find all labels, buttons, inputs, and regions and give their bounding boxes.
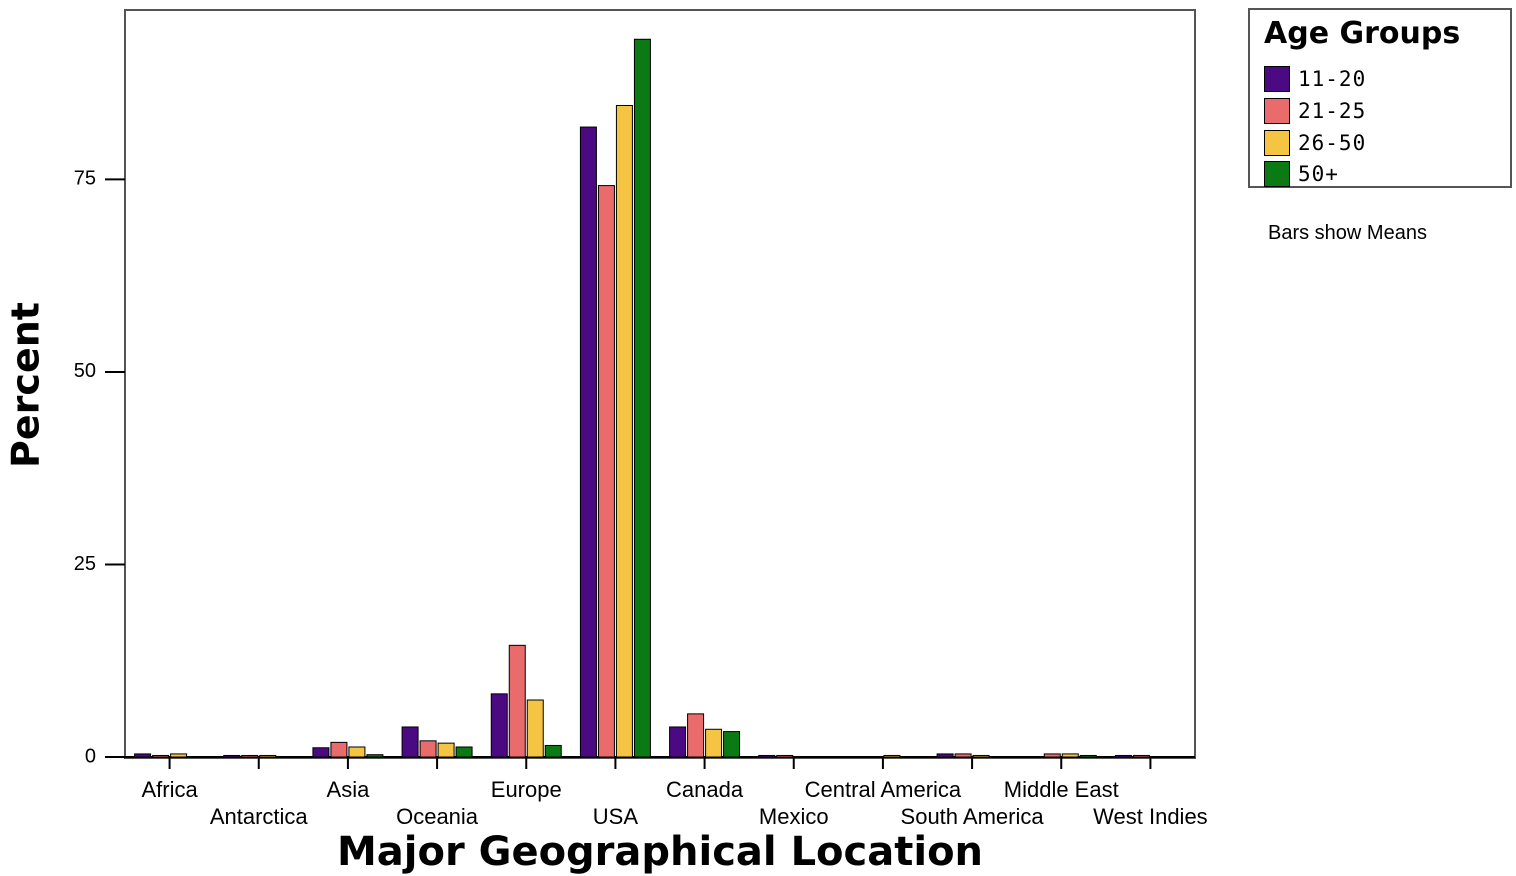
bar-usa-11-20 — [579, 126, 597, 758]
bar-antarctica-21-25 — [241, 754, 259, 758]
bar-africa-21-25 — [152, 754, 170, 758]
legend-item-26-50: 26-50 — [1264, 129, 1366, 157]
bar-usa-26-50 — [615, 104, 633, 758]
bar-canada-21-25 — [687, 713, 705, 758]
legend-label: 26-50 — [1298, 131, 1367, 155]
y-axis-title: Percent — [8, 302, 48, 468]
bar-usa-21-25 — [597, 185, 615, 758]
bar-south-america-21-25 — [954, 753, 972, 758]
bar-central-america-26-50 — [883, 754, 901, 758]
bar-canada-11-20 — [669, 726, 687, 758]
bar-west-indies-11-20 — [1114, 754, 1132, 758]
bar-south-america-11-20 — [936, 753, 954, 758]
bar-asia-21-25 — [330, 741, 348, 758]
y-tick-label: 25 — [74, 553, 96, 575]
bar-africa-11-20 — [134, 753, 152, 758]
legend-title: Age Groups — [1264, 16, 1461, 51]
bar-mexico-21-25 — [776, 754, 794, 758]
legend-item-11-20: 11-20 — [1264, 65, 1366, 93]
bar-antarctica-11-20 — [223, 754, 241, 758]
bar-europe-50-plus — [544, 744, 562, 758]
bar-asia-26-50 — [348, 746, 366, 758]
y-tick-label: 0 — [85, 745, 96, 767]
x-tick-label: Antarctica — [210, 804, 309, 829]
x-tick-label: Asia — [327, 777, 371, 802]
legend-label: 21-25 — [1298, 99, 1367, 123]
plot-frame — [124, 9, 1196, 759]
legend-swatch — [1264, 130, 1290, 156]
x-tick-label: USA — [593, 804, 639, 829]
y-axis: 0 25 50 75 — [74, 168, 125, 767]
legend-swatch — [1264, 98, 1290, 124]
bar-europe-21-25 — [508, 644, 526, 758]
x-tick-label: Canada — [666, 777, 744, 802]
bar-asia-11-20 — [312, 747, 330, 758]
bar-oceania-11-20 — [401, 726, 419, 758]
legend-swatch — [1264, 66, 1290, 92]
x-tick-label: West Indies — [1093, 804, 1208, 829]
y-tick-label: 50 — [74, 360, 96, 382]
bar-oceania-50-plus — [455, 746, 473, 758]
bar-europe-11-20 — [490, 693, 508, 758]
legend-item-50-plus: 50+ — [1264, 160, 1339, 188]
bar-usa-50-plus — [633, 38, 651, 758]
x-tick-label: Africa — [141, 777, 198, 802]
legend: Age Groups 11-20 21-25 26-50 50+ — [1248, 8, 1512, 188]
bar-asia-50-plus — [366, 754, 384, 758]
y-tick-label: 75 — [74, 168, 96, 190]
bar-oceania-21-25 — [419, 740, 437, 758]
y-axis-title-text: Percent — [8, 302, 48, 468]
bar-south-america-26-50 — [972, 754, 990, 758]
legend-swatch — [1264, 161, 1290, 187]
legend-label: 11-20 — [1298, 67, 1367, 91]
legend-label: 50+ — [1298, 162, 1339, 186]
bar-europe-26-50 — [526, 699, 544, 758]
x-axis-title: Major Geographical Location — [336, 829, 984, 875]
chart-note: Bars show Means — [1268, 222, 1427, 244]
bar-west-indies-21-25 — [1132, 754, 1150, 758]
bar-middle-east-50-plus — [1079, 754, 1097, 758]
x-tick-label: Europe — [491, 777, 562, 802]
x-tick-label: Middle East — [1004, 777, 1119, 802]
bar-middle-east-21-25 — [1043, 753, 1061, 758]
bar-oceania-26-50 — [437, 742, 455, 758]
bar-africa-26-50 — [170, 753, 188, 758]
x-tick-label: Mexico — [759, 804, 829, 829]
bar-mexico-11-20 — [758, 754, 776, 758]
bar-middle-east-26-50 — [1061, 753, 1079, 758]
x-axis: Africa Antarctica Asia Oceania Europe USA Cana… — [125, 756, 1208, 829]
x-tick-label: Oceania — [396, 804, 479, 829]
bar-canada-26-50 — [705, 728, 723, 758]
x-tick-label: South America — [901, 804, 1045, 829]
bars — [134, 38, 1150, 758]
bar-antarctica-26-50 — [259, 754, 277, 758]
bar-canada-50-plus — [723, 731, 741, 758]
legend-item-21-25: 21-25 — [1264, 97, 1366, 125]
x-tick-label: Central America — [805, 777, 962, 802]
